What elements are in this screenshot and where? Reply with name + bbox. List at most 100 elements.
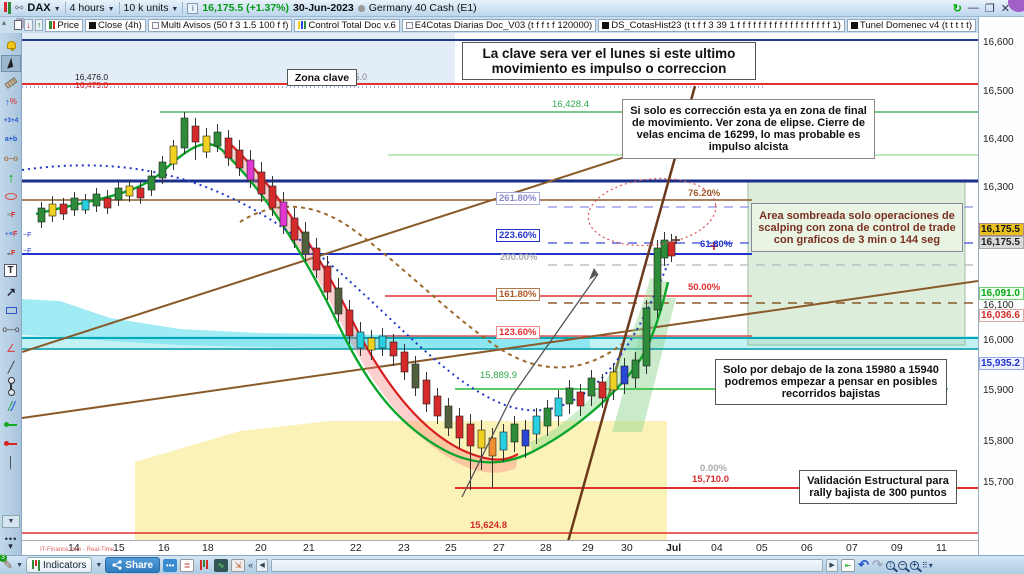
legend-chip-e4cotas[interactable]: E4Cotas Diarias Doc_V03 (t f f t f 12000… [401, 18, 597, 32]
alert-bell-icon[interactable] [1, 36, 21, 53]
ruler-tool-icon[interactable] [1, 74, 21, 91]
drawing-mode-icon[interactable]: ✎ 3 [0, 554, 13, 572]
x-axis-label: 04 [711, 542, 723, 554]
fib-projection-tool-icon[interactable]: +≡ F [4, 231, 18, 238]
share-button[interactable]: Share [105, 557, 161, 573]
x-axis-label: 16 [158, 542, 170, 554]
validation-note-box[interactable]: Validación Estructural para rally bajist… [799, 470, 957, 504]
drawing-mode-caret[interactable]: ▼ [16, 561, 23, 569]
chat-icon[interactable]: ••• [163, 558, 178, 572]
legend-chip-close[interactable]: Close (4h) [85, 18, 146, 32]
indicators-button[interactable]: Indicators [26, 557, 93, 573]
measure-tool-icon[interactable]: o–o [3, 154, 19, 163]
fib-ret-50-label[interactable]: 50.00% [688, 282, 721, 293]
scroll-right-button[interactable]: ▶ [826, 558, 839, 572]
percent-change-tool-icon[interactable]: ↑% [5, 96, 17, 107]
collapse-toolbar-icon[interactable]: « [248, 560, 254, 570]
fib-ext-200-label[interactable]: 200.00% [500, 252, 538, 263]
fib-ret-61-label[interactable]: 61.80% [700, 239, 733, 250]
detach-window-icon[interactable] [14, 20, 23, 30]
fib-fan-tool-icon[interactable]: ⌁ F [6, 250, 16, 258]
fib-ret-0-label[interactable]: 0.00% [700, 463, 727, 474]
legend-chip-price[interactable]: Price [45, 18, 84, 32]
redo-icon[interactable]: ↷ [872, 557, 883, 572]
price-axis[interactable]: 16,60016,50016,40016,30016,20016,10016,0… [978, 17, 1024, 555]
scroll-left-button[interactable]: ◀ [256, 558, 269, 572]
collapse-panel-icon[interactable]: ▴ [2, 18, 7, 27]
zona-clave-box[interactable]: Zona clave [287, 69, 357, 86]
fib-ret-76-label[interactable]: 76.20% [688, 188, 721, 199]
colored-bars-icon [298, 21, 307, 29]
indicators-caret[interactable]: ▼ [95, 561, 103, 569]
horizontal-line-red-tool-icon[interactable] [1, 435, 21, 452]
compare-bars-icon[interactable] [197, 559, 211, 572]
close-icon[interactable]: ✕ [1000, 2, 1010, 15]
correction-note-box[interactable]: Si solo es corrección esta ya en zona de… [622, 99, 875, 159]
link-chart-icon[interactable]: ⚯ [15, 2, 24, 14]
rectangle-tool-icon[interactable] [1, 302, 21, 319]
indicator-red-tag: 16,036.6 [979, 309, 1024, 322]
main-note-box[interactable]: La clave sera ver el lunes si este ultim… [462, 42, 756, 80]
drawing-toolbar: ↑% +3+4 a+b o–o ↑ ≡ F +≡ F ⌁ F T ↗ o—o ∠ ╱ … [0, 33, 22, 555]
undo-icon[interactable]: ↶ [858, 557, 870, 572]
info-icon[interactable]: i [187, 2, 199, 14]
sell-arrow-icon[interactable]: ↓ [24, 19, 33, 31]
checkbox-icon[interactable] [151, 21, 159, 29]
chart-scrollbar[interactable] [271, 558, 824, 572]
fib-ext-123-label[interactable]: 123.60% [496, 326, 540, 339]
y-axis-tick: 16,400 [983, 134, 1014, 145]
legend-chip-ds-cotashist[interactable]: DS_CotasHist23 (t t f f 3 39 1 f f f f f… [598, 18, 845, 32]
cursor-tool-icon[interactable] [1, 55, 21, 72]
refresh-icon[interactable]: ↻ [952, 2, 962, 15]
axis-options-icon[interactable]: ⠿▾ [921, 560, 934, 570]
restore-icon[interactable]: ❐ [984, 2, 995, 15]
parallel-lines-tool-icon[interactable] [1, 397, 21, 414]
timeframe-selector[interactable]: 4 hours ▼ [69, 2, 115, 14]
vertical-line-tool-icon[interactable]: │ [7, 456, 15, 469]
trend-arrow-tool-icon[interactable]: ↗ [5, 284, 17, 299]
text-tool-icon[interactable]: T [4, 264, 17, 277]
legend-chip-control-total[interactable]: Control Total Doc v.6 [294, 18, 400, 32]
checkbox-icon[interactable] [405, 21, 413, 29]
ellipse-tool-icon[interactable] [1, 188, 21, 205]
high-price-label: 16,428.4 [552, 99, 589, 110]
sum-levels-tool-icon[interactable]: +3+4 [3, 117, 19, 124]
more-tools-button[interactable]: ▼ [2, 515, 20, 528]
watermark: IT-Finance.com - Real-Time [40, 547, 115, 553]
tool-options-icon[interactable]: ••• ▾ [4, 534, 18, 551]
units-selector[interactable]: 10 k units ▼ [123, 2, 179, 14]
vertical-segment-tool-icon[interactable] [1, 377, 21, 396]
zoom-out-icon[interactable]: − [897, 560, 907, 570]
deep-support-price-label: 15,624.8 [470, 520, 507, 531]
go-to-date-icon[interactable]: ⇤ [841, 558, 856, 572]
below-zone-note-box[interactable]: Solo por debajo de la zona 15980 a 15940… [715, 359, 947, 405]
segment-tool-icon[interactable]: o—o [2, 325, 20, 334]
series-icon [850, 21, 858, 29]
symbol-selector[interactable]: DAX ▼ [27, 2, 61, 14]
fib-ext-161-label[interactable]: 161.80% [496, 288, 540, 301]
x-axis-label: Jul [666, 542, 682, 554]
x-axis-label: 18 [202, 542, 214, 554]
zoom-in-icon[interactable]: + [909, 560, 919, 570]
scalping-note-box[interactable]: Area sombreada solo operaciones de scalp… [751, 203, 963, 252]
buy-arrow-icon[interactable]: ↑ [34, 19, 44, 31]
fib-retracement-tool-icon[interactable]: ≡ F [6, 212, 16, 219]
time-axis[interactable]: 14 15 16 18 20 21 22 23 25 27 28 29 30 Jul 04 05 06 07 09 1… [22, 540, 978, 555]
angle-tool-icon[interactable]: ∠ [6, 343, 16, 355]
export-icon[interactable]: ⇲ [231, 558, 246, 572]
indicator-green-tag: 16,091.0 [979, 287, 1024, 300]
horizontal-line-green-tool-icon[interactable] [1, 416, 21, 433]
minimize-icon[interactable]: — [967, 2, 979, 14]
fib-ext-223-label[interactable]: 223.60% [496, 229, 540, 242]
zoom-select-icon[interactable]: ↕ [885, 560, 895, 570]
chart-window-icon[interactable]: ∿ [214, 558, 229, 572]
y-axis-tick: 16,000 [983, 335, 1014, 346]
legend-chip-multi-avisos[interactable]: Multi Avisos (50 f 3 1.5 100 f f) [147, 18, 293, 32]
line-tool-icon[interactable]: ╱ [7, 362, 15, 374]
news-icon[interactable]: ≣ [180, 558, 195, 572]
fib-ext-261-label[interactable]: 261.80% [496, 192, 540, 205]
up-arrow-tool-icon[interactable]: ↑ [7, 170, 15, 185]
letters-tool-icon[interactable]: a+b [4, 136, 18, 143]
legend-chip-tunel-domenec[interactable]: Tunel Domenec v4 (t t t t t) [846, 18, 976, 32]
